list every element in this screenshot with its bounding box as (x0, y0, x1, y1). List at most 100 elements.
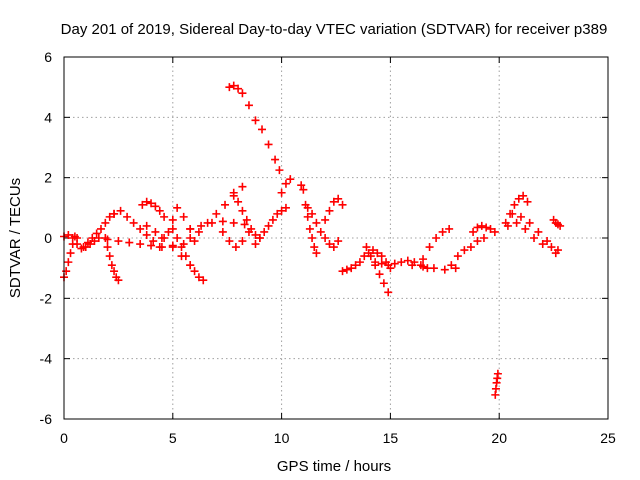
data-point (312, 218, 321, 227)
data-point (490, 227, 499, 236)
data-point (238, 237, 247, 246)
data-point (168, 243, 177, 252)
data-point (329, 197, 338, 206)
data-point (473, 237, 482, 246)
data-point (177, 252, 186, 261)
data-point (194, 227, 203, 236)
data-point (479, 234, 488, 242)
data-point (377, 259, 386, 268)
data-point (451, 264, 460, 273)
data-point (151, 202, 160, 211)
data-point (238, 206, 247, 215)
y-tick-labels: -6 -4 -2 0 2 4 6 (40, 49, 53, 427)
data-point (512, 218, 521, 227)
plot-frame (63, 56, 609, 420)
x-tick-labels: 0 5 10 15 20 25 (60, 430, 616, 446)
series-arc-09 (168, 224, 208, 285)
x-tick-label: 10 (274, 430, 290, 446)
series-arc-07 (138, 197, 169, 221)
data-point (268, 215, 277, 224)
data-point (375, 270, 384, 279)
data-point (543, 237, 552, 246)
data-point (231, 243, 240, 252)
data-point (432, 234, 441, 242)
data-point (303, 203, 312, 212)
data-point (364, 249, 373, 258)
data-point (105, 252, 114, 261)
data-point (308, 209, 317, 218)
data-point (123, 212, 132, 221)
data-point (408, 261, 417, 270)
data-point (138, 200, 147, 209)
data-point (155, 206, 164, 215)
data-point (321, 234, 330, 242)
data-point (403, 256, 412, 265)
data-point (469, 227, 478, 236)
data-point (377, 252, 386, 261)
data-point (482, 223, 491, 232)
data-point (66, 249, 75, 258)
data-point (251, 230, 260, 239)
data-point (164, 227, 173, 236)
data-point (281, 179, 290, 188)
data-point (107, 261, 116, 270)
data-point (553, 246, 562, 255)
data-point (218, 227, 227, 236)
data-point (523, 197, 532, 206)
x-axis-label: GPS time / hours (277, 458, 391, 475)
data-point (286, 175, 295, 184)
data-point (168, 224, 177, 233)
data-point (260, 227, 269, 236)
data-point (105, 212, 114, 221)
series-arc-25 (408, 261, 460, 274)
data-point (151, 227, 160, 236)
series-arc-12 (186, 217, 249, 233)
data-point (212, 209, 221, 218)
y-tick-label: 2 (44, 170, 52, 186)
data-point (325, 206, 334, 215)
data-point (303, 212, 312, 221)
data-point (347, 264, 356, 273)
data-point (177, 243, 186, 252)
data-point (136, 224, 145, 233)
data-point (68, 234, 77, 242)
data-point (338, 267, 347, 276)
data-point (114, 276, 123, 285)
data-point (419, 255, 428, 264)
data-point (255, 234, 264, 242)
series-arc-26 (419, 224, 454, 264)
data-point (530, 234, 539, 242)
data-point (116, 206, 125, 215)
data-point (521, 224, 530, 233)
data-point (225, 83, 234, 92)
data-point (179, 212, 188, 221)
data-point (312, 249, 321, 258)
data-point (88, 234, 97, 242)
series-arc-04 (101, 234, 123, 285)
data-point (229, 81, 238, 90)
data-point (297, 181, 306, 190)
data-point (429, 264, 438, 273)
data-point (168, 215, 177, 224)
y-axis-label: SDTVAR / TECUs (7, 178, 24, 298)
data-point (360, 252, 369, 261)
data-point (438, 227, 447, 236)
data-point (453, 252, 462, 261)
data-point (310, 243, 319, 252)
data-point (338, 200, 347, 209)
series-arc-06 (110, 206, 164, 252)
series-arc-27 (447, 234, 488, 270)
y-tick-label: 4 (44, 109, 52, 125)
series-arc-21 (338, 258, 364, 276)
series-arc-17 (277, 175, 295, 197)
data-point (96, 224, 105, 233)
data-point (425, 243, 434, 252)
data-point (221, 200, 230, 209)
series-arc-16 (251, 203, 290, 249)
y-tick-label: -2 (40, 290, 53, 306)
data-point (64, 258, 73, 267)
data-point (440, 265, 449, 274)
x-tick-label: 25 (600, 430, 616, 446)
